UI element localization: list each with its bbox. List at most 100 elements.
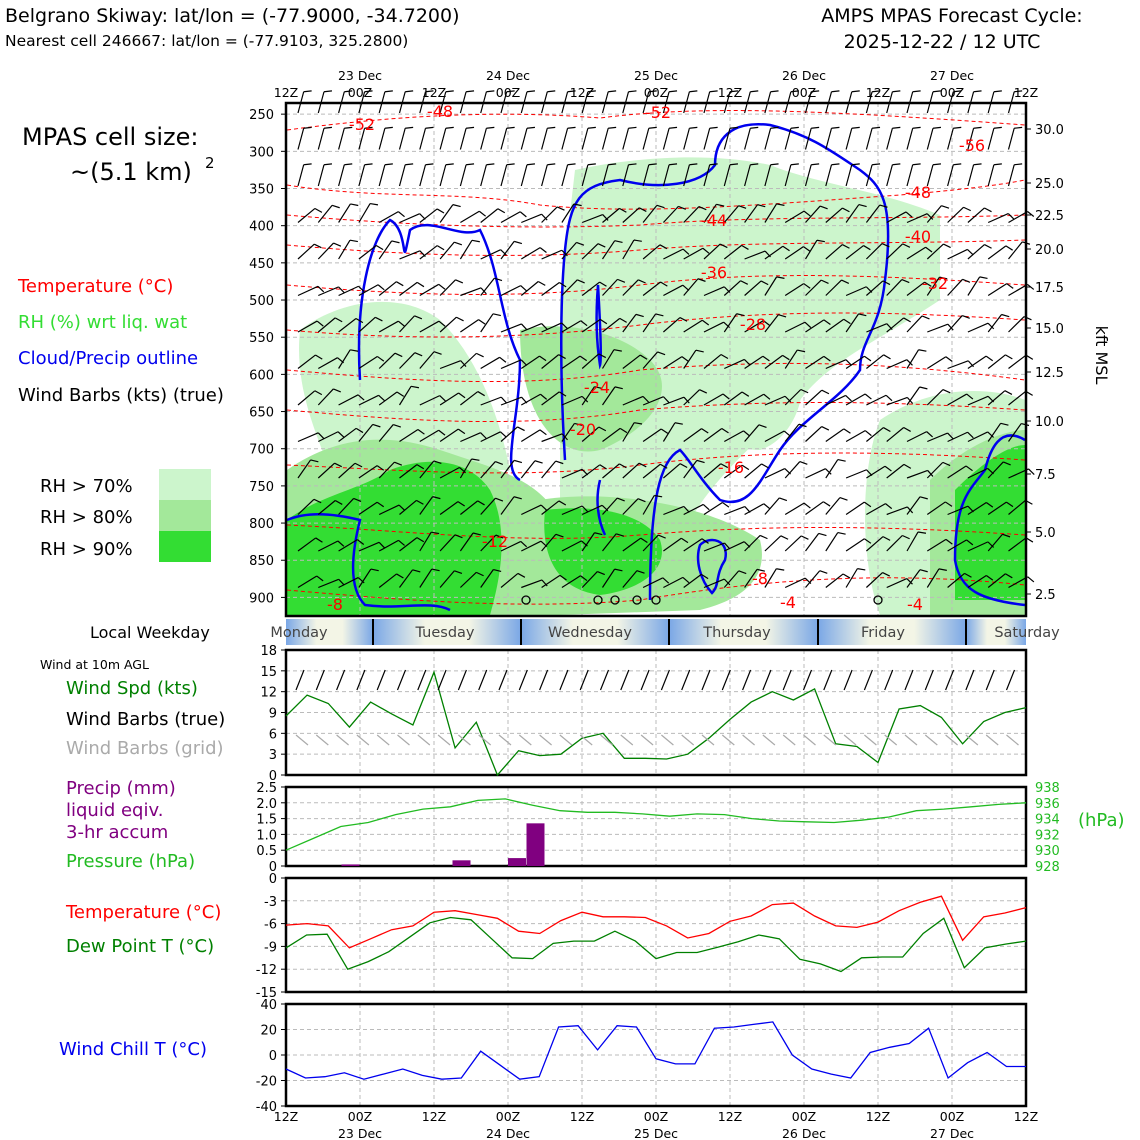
- wind-barb-flag: [669, 90, 678, 93]
- wind-barb: [764, 497, 780, 515]
- height-tick-label: 15.0: [1035, 322, 1064, 337]
- wind-barb-flag: [456, 316, 464, 322]
- wind-barb: [825, 497, 841, 515]
- wind-barb-flag: [683, 396, 690, 404]
- wind-barb: [926, 164, 934, 187]
- wind-barb: [744, 164, 751, 187]
- wind-barb: [906, 349, 920, 369]
- wind-barb: [723, 128, 731, 150]
- wind-barb: [744, 424, 760, 442]
- wind-barb: [784, 210, 805, 224]
- wind-barb: [683, 206, 700, 223]
- wind-barb: [866, 427, 884, 442]
- wind-barb-flag: [526, 163, 536, 166]
- wind-barb-flag: [337, 540, 345, 547]
- wind-barb: [683, 538, 703, 552]
- pressure-tick-label: 934: [1035, 813, 1060, 828]
- wind-barb: [845, 469, 867, 479]
- wind-barb-flag: [628, 126, 637, 129]
- wind-barb: [723, 164, 731, 187]
- wind-barb-flag: [882, 280, 891, 286]
- wind-barb: [987, 354, 1006, 369]
- wind-barb-flag: [561, 322, 568, 329]
- wind-barb: [581, 426, 600, 442]
- wind-barb-flag: [965, 465, 973, 472]
- wind-barb-flag: [778, 314, 787, 318]
- wind-barb-flag: [945, 538, 953, 545]
- cloud-outline-path: [953, 434, 1026, 607]
- wind-barb: [764, 164, 772, 187]
- wind-barb: [845, 355, 865, 369]
- rh-shading: [287, 157, 1025, 615]
- wind-barb: [358, 424, 374, 442]
- tick-label: 0: [269, 769, 277, 784]
- wind-barb-flag: [659, 244, 668, 250]
- wind-barb-flag: [384, 90, 393, 93]
- top-date-label: 23 Dec: [338, 68, 382, 83]
- wind-barb-flag: [919, 496, 928, 500]
- grid-wind-barb: [701, 734, 715, 746]
- wind-barb: [581, 213, 603, 224]
- cross-section-panel: -52 -48 -52 -56 -48 -44 -40 -36 -32 -28 -24 -20 -16 -…: [249, 90, 1111, 618]
- height-tick-label: 17.5: [1035, 281, 1064, 296]
- wind-barb-flag: [932, 126, 942, 129]
- wind-barb-flag: [738, 205, 747, 209]
- wind-barb: [317, 500, 336, 515]
- wind-barb: [338, 427, 357, 442]
- wind-barb-flag: [364, 126, 373, 129]
- grid-wind-barb: [985, 734, 999, 746]
- wind-barb: [480, 208, 499, 223]
- wind-barb: [865, 204, 881, 223]
- wind-barb-flag: [396, 391, 405, 397]
- wind-barb: [926, 356, 947, 370]
- wind-barb: [460, 287, 482, 297]
- wind-barb: [500, 426, 518, 442]
- wind-barb-flag: [750, 90, 759, 93]
- wind-barb-flag: [378, 394, 385, 402]
- cloud-outline-path: [596, 479, 607, 536]
- wind-barb: [845, 204, 860, 223]
- wind-barb-flag: [640, 537, 648, 544]
- wind-barb-flag: [350, 203, 359, 207]
- wind-barb-flag: [558, 391, 567, 397]
- wind-barb: [399, 281, 418, 296]
- wind-barb-flag: [941, 205, 950, 209]
- wind-barb-flag: [864, 355, 872, 362]
- wind-barb-flag: [471, 458, 480, 461]
- surface-wind-barb: [640, 669, 650, 691]
- wind-barb-flag: [973, 163, 982, 166]
- grid-wind-barb: [640, 734, 654, 746]
- wind-barb-flag: [414, 315, 423, 320]
- wind-barb-flag: [669, 163, 678, 166]
- bottom-hour-label: 00Z: [940, 1109, 964, 1124]
- wind-barb-flag: [587, 90, 596, 93]
- wind-barb: [967, 207, 985, 223]
- wind-barbs-true-label: Wind Barbs (true): [66, 709, 225, 730]
- wind-barb-flag: [740, 280, 749, 285]
- wind-barb: [1008, 316, 1025, 333]
- wind-barb: [764, 535, 782, 552]
- wind-barb-flag: [966, 539, 974, 546]
- wind-barb-flag: [821, 389, 830, 395]
- tick-label: 0: [269, 872, 277, 887]
- wind-barb-flag: [580, 575, 588, 582]
- pressure-line: [285, 798, 1027, 851]
- wind-barb-flag: [702, 247, 710, 254]
- wind-barb-flag: [639, 354, 648, 360]
- wind-barb: [378, 320, 399, 333]
- wind-barb-flag: [466, 163, 475, 166]
- wind-barb: [602, 497, 618, 515]
- wind-barb-flag: [541, 213, 548, 221]
- wind-barb-flag: [539, 247, 547, 253]
- wind-barb-flag: [617, 278, 626, 283]
- cell-size-sup: 2: [205, 154, 215, 172]
- wind-barb-flag: [689, 90, 698, 93]
- wind-barb-flag: [331, 204, 340, 209]
- surface-wind-barb: [356, 669, 366, 691]
- wind-barb: [399, 250, 421, 260]
- wind-barb-flag: [597, 570, 605, 576]
- wind-barb: [744, 569, 758, 588]
- wind-barb-flag: [648, 126, 657, 129]
- wind-barb-flag: [761, 463, 769, 469]
- wind-barb-flag: [476, 352, 484, 358]
